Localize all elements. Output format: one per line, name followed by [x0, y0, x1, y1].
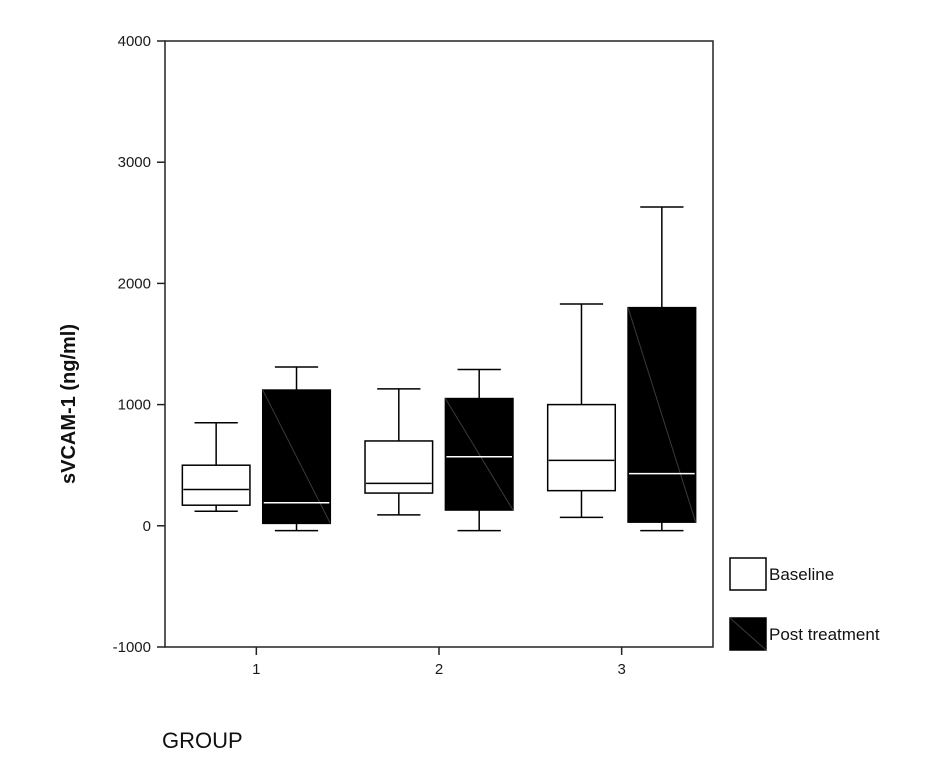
x-axis: 1 2 3: [252, 647, 626, 678]
box-baseline-group-1: [181, 422, 251, 513]
box-post-treatment-group-2: [444, 368, 514, 532]
x-tick-label: 3: [617, 661, 625, 678]
box-iqr: [181, 464, 251, 506]
x-tick-label: 1: [252, 661, 260, 678]
y-tick-label: 4000: [118, 33, 151, 50]
y-axis-title: sVCAM-1 (ng/ml): [58, 324, 80, 484]
y-tick-label: 2000: [118, 275, 151, 292]
y-tick-label: 3000: [118, 154, 151, 171]
box-diagonal-artifact: [627, 307, 697, 523]
box-diagonal-artifact: [444, 398, 514, 511]
box-baseline-group-2: [364, 388, 434, 516]
box-diagonal-artifact: [262, 389, 331, 524]
x-axis-title: GROUP: [162, 728, 243, 753]
y-tick-label: 1000: [118, 397, 151, 414]
legend-label: Baseline: [769, 565, 834, 584]
box-series: [181, 206, 697, 532]
box-baseline-group-3: [546, 303, 617, 519]
x-tick-label: 2: [435, 661, 443, 678]
box-iqr: [546, 403, 617, 492]
legend-entry-post-treatment: Post treatment: [729, 617, 880, 651]
y-tick-label: 0: [143, 518, 151, 535]
legend-swatch: [729, 557, 767, 591]
box-post-treatment-group-3: [627, 206, 697, 532]
legend-label: Post treatment: [769, 625, 880, 644]
y-tick-label: -1000: [113, 639, 151, 656]
y-axis: -1000 0 1000 2000 3000 4000: [113, 33, 165, 656]
legend-swatch-diagonal: [729, 617, 767, 651]
box-iqr: [364, 440, 434, 494]
legend: Baseline Post treatment: [729, 557, 880, 651]
legend-entry-baseline: Baseline: [729, 557, 834, 591]
box-post-treatment-group-1: [261, 366, 332, 532]
